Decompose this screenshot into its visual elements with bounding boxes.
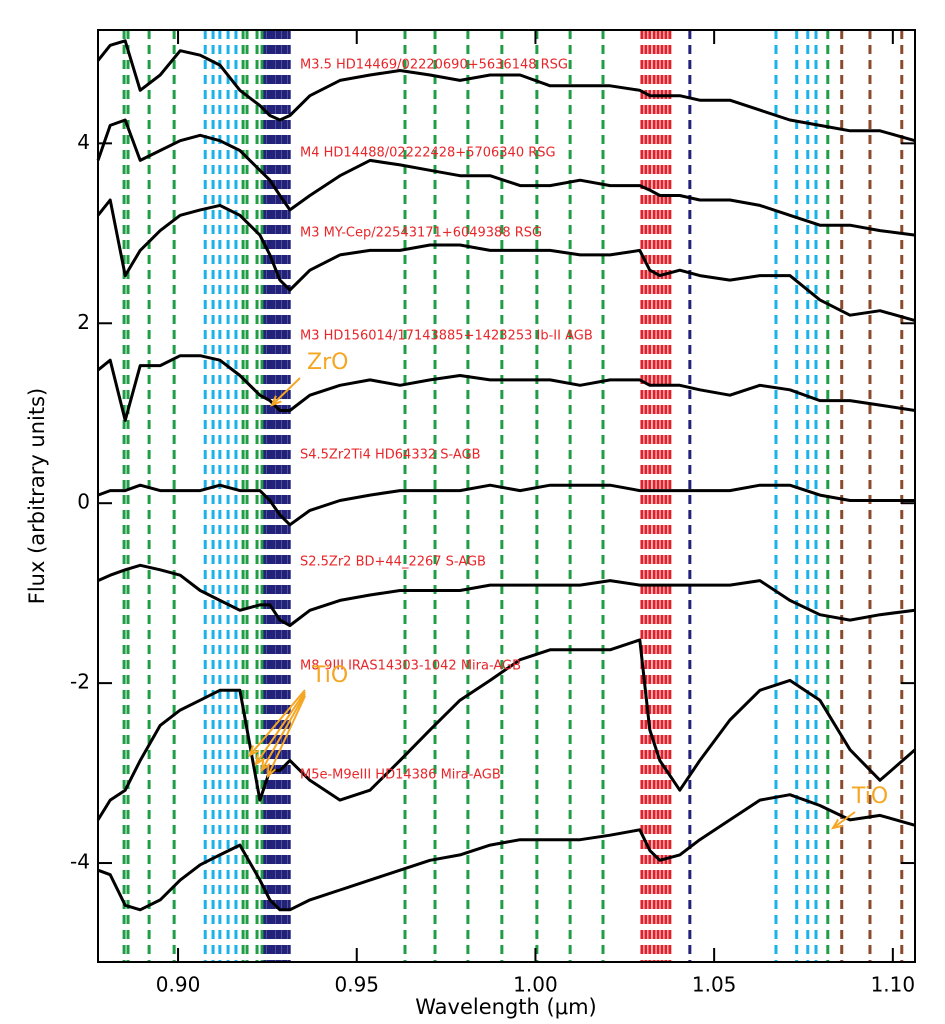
spectrum-line (96, 638, 916, 821)
spectrum-line (97, 563, 916, 627)
series-label: M8-9III IRAS14303-1042 Mira-AGB (300, 659, 521, 674)
arrow-head (260, 759, 271, 773)
y-tick-label: 0 (77, 490, 90, 514)
y-tick-label: 4 (77, 130, 90, 154)
x-tick-label: 0.90 (156, 973, 201, 997)
annotation-arrow (271, 377, 301, 406)
spectrum-line (97, 793, 916, 912)
arrow-head (254, 753, 265, 767)
annotation-arrow (249, 689, 306, 756)
spectrum-line (96, 198, 916, 323)
series-label: M3 HD156014/17143885+1423253 Ib-II AGB (300, 329, 593, 344)
series-label: M4 HD14488/02222428+5706340 RSG (300, 146, 556, 161)
spectrum-line (96, 39, 916, 143)
x-tick-label: 1.10 (871, 973, 916, 997)
y-tick-label: -2 (70, 670, 90, 694)
annotation: TiO (311, 663, 348, 688)
x-tick-label: 1.00 (513, 973, 558, 997)
series-label: M3.5 HD14469/02220690+5636148 RSG (300, 58, 568, 73)
x-tick-label: 0.95 (334, 973, 379, 997)
annotation-arrow (832, 811, 856, 829)
arrow-head (830, 818, 843, 830)
series-label: S2.5Zr2 BD+44_2267 S-AGB (300, 555, 486, 570)
spectrum-line (97, 354, 916, 422)
plot-frame (97, 29, 916, 963)
arrow-head (266, 765, 277, 779)
spectrum-line (96, 118, 916, 237)
annotation: ZrO (307, 350, 348, 375)
y-tick-label: 2 (77, 310, 90, 334)
series-label: M3 MY-Cep/22543171+6049388 RSG (300, 226, 542, 241)
series-label: M5e-M9eIII HD14386 Mira-AGB (300, 768, 501, 783)
annotation-arrow (267, 695, 306, 777)
x-axis-label: Wavelength (μm) (415, 995, 596, 1019)
annotation: TiO (851, 784, 888, 809)
y-tick-label: -4 (70, 850, 90, 874)
annotation-arrow (261, 693, 306, 771)
arrow-head (248, 745, 260, 757)
y-axis-label: Flux (arbitrary units) (25, 388, 49, 604)
arrow-head (270, 395, 282, 407)
series-label: S4.5Zr2Ti4 HD64332 S-AGB (300, 448, 481, 463)
spectrum-line (97, 483, 915, 527)
annotation-arrow (255, 691, 306, 765)
x-tick-label: 1.05 (692, 973, 737, 997)
